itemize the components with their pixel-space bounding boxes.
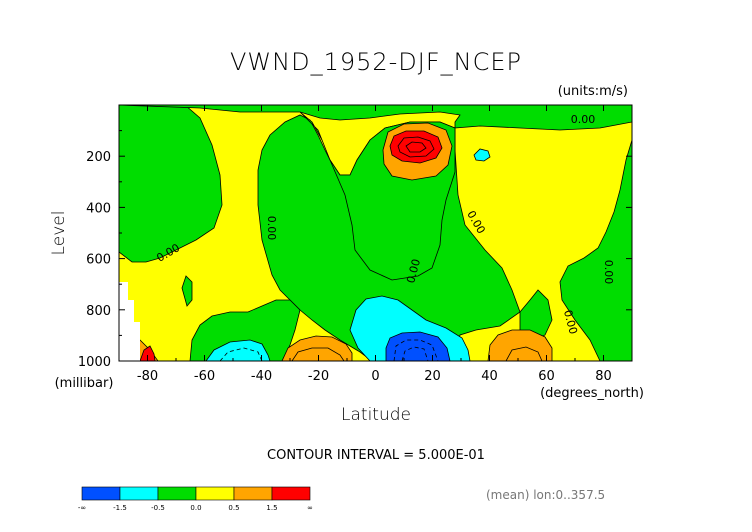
x-tick-label: 20 — [424, 369, 441, 384]
colorbar-swatch — [119, 486, 159, 501]
x-axis-title: Latitude — [341, 405, 411, 425]
contour-label: 0.00 — [561, 309, 580, 336]
colorbar-swatch — [195, 486, 235, 501]
colorbar-swatch — [233, 486, 273, 501]
colorbar-label: 1.5 — [266, 504, 277, 512]
field-cyan-small — [473, 148, 491, 162]
x-tick-label: 40 — [481, 369, 498, 384]
contour-interval-text: CONTOUR INTERVAL = 5.000E-01 — [267, 448, 485, 463]
y-axis-title: Level — [49, 211, 69, 256]
field-blue-surface — [385, 331, 451, 361]
colorbar-label: -1.5 — [113, 504, 127, 512]
field-cyan-left — [205, 339, 271, 361]
y-tick-label: 1000 — [78, 355, 111, 370]
x-tick-label: 0 — [371, 369, 379, 384]
x-tick-label: 80 — [595, 369, 612, 384]
field-orange-mid-surface — [281, 335, 353, 361]
colorbar-label: -0.5 — [151, 504, 165, 512]
field-orange-right-surface — [487, 329, 553, 361]
contour-label: 0.00 — [404, 258, 423, 285]
y-tick-label: 400 — [86, 201, 111, 216]
field-red-upper — [389, 130, 443, 164]
mean-info-text: (mean) lon:0..357.5 — [486, 488, 605, 502]
contour-line-dashed — [219, 347, 263, 361]
x-axis: -80 -60 -40 -20 0 20 40 60 80 — [118, 105, 633, 384]
colorbar-label: 0.0 — [190, 504, 201, 512]
colorbar: -∞ -1.5 -0.5 0.0 0.5 1.5 ∞ — [78, 486, 313, 512]
colorbar-swatch — [81, 486, 121, 501]
colorbar-swatch — [271, 486, 311, 501]
colorbar-label: 0.5 — [228, 504, 239, 512]
contour-line-dashed — [393, 339, 439, 361]
missing-data-patch — [119, 282, 140, 361]
units-label: (units:m/s) — [558, 84, 628, 99]
contour-label: 0.00 — [571, 113, 596, 126]
y-tick-label: 800 — [86, 304, 111, 319]
x-tick-label: -40 — [251, 369, 272, 384]
x-units-label: (degrees_north) — [540, 386, 644, 401]
field-green-small-a — [181, 275, 193, 307]
contour-line — [505, 346, 543, 361]
x-tick-label: 60 — [538, 369, 555, 384]
colorbar-swatch — [157, 486, 197, 501]
y-units-label: (millibar) — [55, 376, 114, 391]
y-axis: 200 400 600 800 1000 — [78, 130, 632, 370]
y-tick-label: 600 — [86, 253, 111, 268]
chart-title: VWND_1952-DJF_NCEP — [230, 48, 522, 76]
contour-line — [291, 347, 345, 361]
contour-label: 0.00 — [265, 216, 278, 241]
field-green-right — [559, 105, 632, 361]
x-tick-label: -20 — [308, 369, 329, 384]
contour-line — [405, 141, 427, 153]
field-green-left — [119, 105, 223, 263]
field-green-lower-left — [189, 299, 301, 361]
colorbar-label: ∞ — [307, 504, 313, 512]
x-tick-label: -60 — [194, 369, 215, 384]
plot-area: 0.00 0.00 0.00 0.00 0.00 0.00 0.00 — [119, 105, 632, 361]
contour-label: 0.00 — [602, 260, 615, 285]
contour-line — [397, 136, 435, 158]
y-tick-label: 200 — [86, 150, 111, 165]
colorbar-label: -∞ — [78, 504, 86, 512]
x-tick-label: -80 — [137, 369, 158, 384]
field-red-left-surface — [139, 345, 156, 361]
